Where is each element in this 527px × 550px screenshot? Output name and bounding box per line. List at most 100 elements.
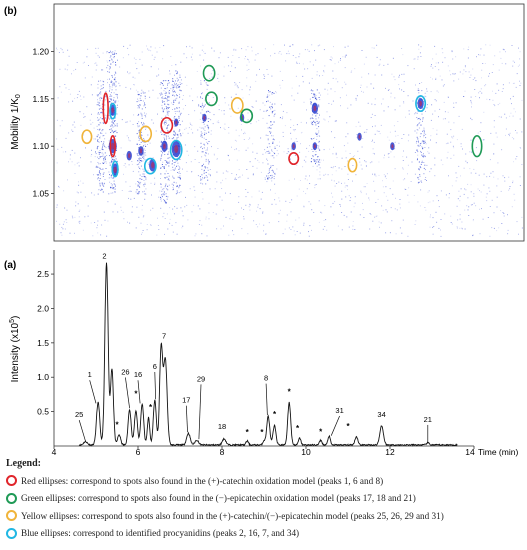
heatmap-band-dot (162, 150, 164, 152)
heatmap-noise-dot (436, 195, 438, 197)
heatmap-noise-dot (86, 56, 88, 58)
heatmap-noise-dot (121, 190, 123, 191)
heatmap-noise-dot (147, 170, 149, 172)
heatmap-band-dot (172, 163, 173, 165)
heatmap-noise-dot (331, 174, 333, 176)
heatmap-noise-dot (485, 44, 487, 46)
heatmap-band-dot (171, 138, 173, 140)
heatmap-noise-dot (92, 235, 94, 237)
yellow-ellipse (347, 157, 358, 173)
heatmap-noise-dot (415, 84, 416, 86)
heatmap-noise-dot (333, 214, 335, 216)
heatmap-band-dot (176, 192, 178, 194)
heatmap-band-dot (113, 180, 115, 182)
heatmap-band-dot (268, 172, 270, 174)
heatmap-noise-dot (191, 124, 193, 126)
heatmap-noise-dot (212, 212, 214, 213)
heatmap-band-dot (317, 161, 319, 163)
heatmap-noise-dot (336, 157, 338, 159)
heatmap-band-dot (165, 193, 167, 195)
heatmap-noise-dot (403, 150, 404, 152)
heatmap-band-dot (418, 161, 420, 163)
heatmap-band-dot (140, 95, 142, 97)
heatmap-noise-dot (479, 54, 481, 56)
chromatogram-x-tick-label: 6 (136, 447, 141, 457)
heatmap-noise-dot (493, 120, 495, 122)
heatmap-noise-dot (100, 93, 102, 95)
heatmap-noise-dot (323, 70, 325, 72)
heatmap-noise-dot (263, 78, 265, 79)
heatmap-noise-dot (72, 124, 74, 126)
heatmap-noise-dot (138, 216, 140, 218)
heatmap-noise-dot (66, 209, 68, 211)
heatmap-noise-dot (333, 146, 334, 148)
heatmap-band-dot (160, 87, 162, 89)
heatmap-noise-dot (391, 73, 393, 75)
heatmap-band-dot (204, 166, 206, 168)
heatmap-band-dot (167, 114, 169, 116)
heatmap-band-dot (96, 135, 98, 137)
heatmap-noise-dot (228, 104, 230, 106)
heatmap-band-dot (141, 89, 143, 91)
heatmap-band-dot (138, 130, 140, 132)
heatmap-noise-dot (223, 113, 225, 115)
heatmap-band-dot (172, 87, 174, 89)
heatmap-noise-dot (82, 62, 84, 64)
heatmap-noise-dot (279, 70, 281, 72)
heatmap-noise-dot (271, 177, 273, 179)
heatmap-noise-dot (426, 164, 428, 166)
heatmap-band-dot (420, 133, 422, 135)
heatmap-noise-dot (128, 191, 130, 192)
heatmap-noise-dot (282, 110, 284, 112)
heatmap-band-dot (173, 137, 175, 139)
heatmap-band-dot (175, 83, 177, 85)
heatmap-noise-dot (84, 77, 86, 79)
heatmap-noise-dot (244, 131, 246, 133)
heatmap-band-dot (111, 58, 113, 60)
heatmap-noise-dot (185, 127, 187, 129)
heatmap-noise-dot (128, 164, 130, 166)
heatmap-noise-dot (318, 117, 320, 119)
heatmap-noise-dot (352, 156, 354, 158)
heatmap-band-dot (110, 98, 112, 100)
heatmap-noise-dot (194, 196, 196, 198)
heatmap-noise-dot (256, 74, 258, 76)
heatmap-band-dot (116, 160, 118, 162)
heatmap-noise-dot (163, 212, 165, 214)
heatmap-noise-dot (388, 139, 390, 141)
heatmap-noise-dot (225, 192, 226, 194)
heatmap-band-dot (266, 146, 268, 148)
heatmap-band-dot (114, 130, 116, 132)
heatmap-noise-dot (426, 107, 428, 109)
heatmap-noise-dot (486, 200, 488, 202)
heatmap-band-dot (139, 144, 141, 145)
heatmap-noise-dot (203, 51, 205, 53)
heatmap-noise-dot (487, 217, 489, 218)
heatmap-noise-dot (137, 126, 139, 128)
heatmap-noise-dot (221, 199, 223, 201)
heatmap-noise-dot (137, 124, 139, 126)
heatmap-noise-dot (74, 152, 76, 154)
heatmap-band-dot (145, 107, 146, 109)
heatmap-band-dot (110, 81, 112, 83)
heatmap-noise-dot (148, 49, 150, 51)
heatmap-band-dot (143, 180, 145, 181)
heatmap-band-dot (416, 129, 418, 131)
heatmap-noise-dot (311, 209, 313, 211)
heatmap-band-dot (207, 143, 209, 145)
heatmap-band-dot (310, 102, 312, 104)
heatmap-noise-dot (91, 94, 93, 96)
heatmap-noise-dot (347, 160, 349, 162)
heatmap-band-dot (207, 126, 209, 128)
heatmap-noise-dot (407, 95, 409, 97)
heatmap-noise-dot (355, 97, 357, 99)
heatmap-band-dot (101, 169, 103, 170)
heatmap-noise-dot (293, 124, 295, 126)
heatmap-band-dot (319, 114, 320, 116)
heatmap-noise-dot (91, 76, 93, 78)
heatmap-noise-dot (154, 177, 156, 179)
heatmap-noise-dot (511, 45, 513, 46)
heatmap-noise-dot (244, 58, 246, 60)
heatmap-noise-dot (163, 199, 165, 201)
